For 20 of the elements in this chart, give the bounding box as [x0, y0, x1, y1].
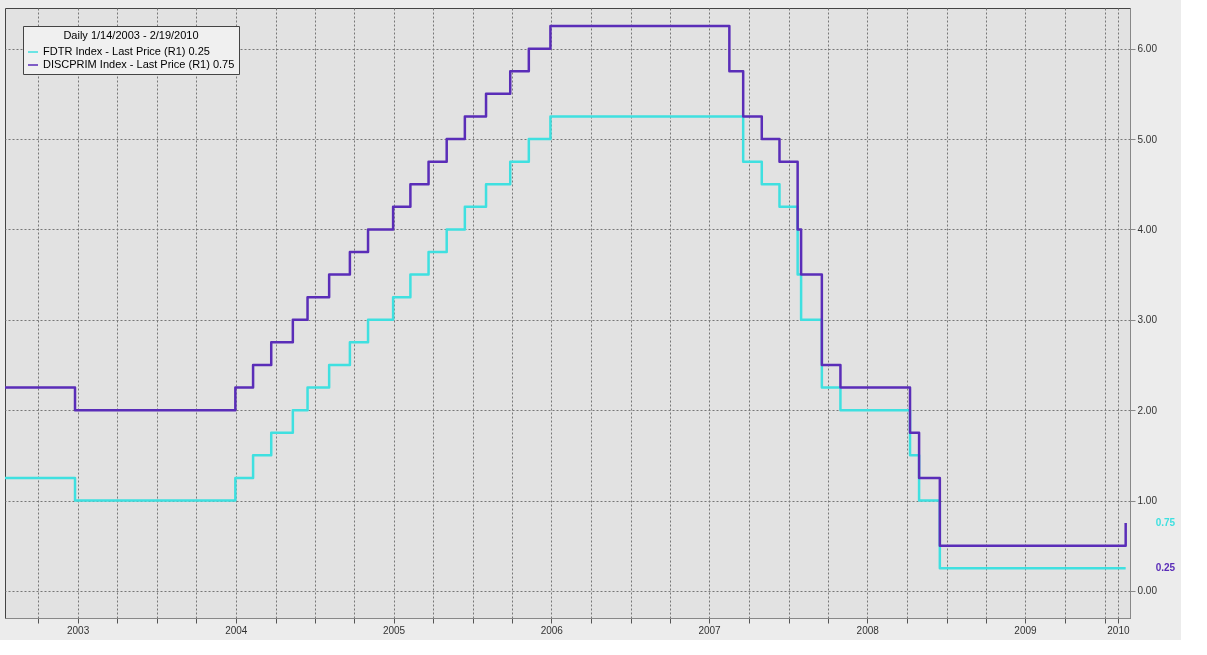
- x-tick-label: 2005: [382, 624, 406, 636]
- annotation: 0.75: [1155, 517, 1176, 529]
- legend-label: FDTR Index - Last Price (R1) 0.25: [43, 45, 210, 57]
- x-tick-label: 2003: [66, 624, 90, 636]
- y-tick-label: 2.00: [1137, 404, 1158, 416]
- x-tick-label: 2004: [225, 624, 248, 636]
- annotation: 0.25: [1155, 562, 1176, 574]
- x-tick-label: 2009: [1014, 624, 1038, 636]
- y-tick-label: 4.00: [1137, 223, 1158, 235]
- x-tick-label: 2007: [698, 624, 722, 636]
- x-tick-label: 2008: [856, 624, 880, 636]
- legend-label: DISCPRIM Index - Last Price (R1) 0.75: [43, 58, 235, 70]
- y-tick-label: 6.00: [1137, 43, 1158, 55]
- x-tick-label: 2010: [1107, 624, 1130, 636]
- y-tick-label: 3.00: [1137, 314, 1158, 326]
- x-tick-label: 2006: [540, 624, 564, 636]
- y-tick-label: 0.00: [1137, 585, 1158, 597]
- y-tick-label: 1.00: [1137, 495, 1158, 507]
- y-tick-label: 5.00: [1137, 133, 1158, 145]
- legend-title: Daily 1/14/2003 - 2/19/2010: [63, 29, 199, 41]
